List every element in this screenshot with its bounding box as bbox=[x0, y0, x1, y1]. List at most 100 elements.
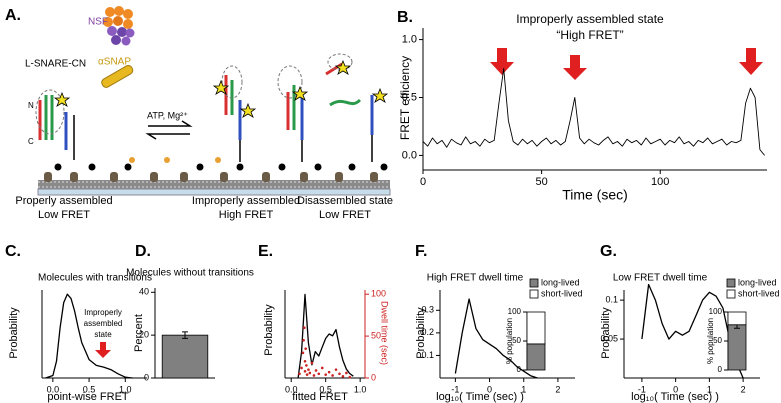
y-axis-label: Probability bbox=[415, 307, 427, 359]
y-tick-label: 50 bbox=[512, 336, 521, 345]
line-series bbox=[454, 298, 538, 379]
legend-label: short-lived bbox=[738, 288, 780, 298]
y-tick-label: 0 bbox=[718, 365, 723, 374]
x-tick-label: 0 bbox=[673, 384, 678, 394]
scatter-point bbox=[312, 374, 316, 377]
x-axis-label: Time (sec) bbox=[562, 187, 628, 203]
y-tick-label: 0.1 bbox=[421, 350, 434, 360]
state-fret: Low FRET bbox=[38, 209, 90, 221]
bar bbox=[526, 343, 546, 371]
error-bar bbox=[182, 331, 188, 339]
asnap-icon bbox=[101, 64, 134, 88]
x-tick-label: 0.5 bbox=[319, 384, 332, 394]
y-tick-label: 40 bbox=[139, 287, 149, 297]
legend-label: long-lived bbox=[738, 277, 777, 287]
chart-subtitle: “High FRET” bbox=[556, 28, 623, 42]
y-axis-label: Percent bbox=[133, 314, 145, 352]
y-tick-label: 100 bbox=[709, 307, 723, 316]
state-name: Improperly assembled bbox=[192, 195, 300, 207]
chart-title: High FRET dwell time bbox=[427, 273, 524, 284]
construct-label: L-SNARE-CN bbox=[25, 59, 86, 70]
y-tick-label: 20 bbox=[139, 330, 149, 340]
y-axis-label: Probability bbox=[8, 307, 20, 359]
scatter-point bbox=[338, 372, 341, 376]
annotation-arrows bbox=[95, 48, 763, 358]
legend-label: long-lived bbox=[541, 277, 580, 287]
y2-tick-label: 0 bbox=[371, 372, 376, 382]
line-series bbox=[45, 293, 133, 379]
legend-swatch bbox=[529, 278, 539, 288]
legend-label: short-lived bbox=[541, 288, 583, 298]
scatter-point bbox=[303, 326, 306, 330]
nsf-icon bbox=[103, 6, 135, 46]
x-tick-label: 1 bbox=[521, 384, 526, 394]
panel-label: A. bbox=[5, 7, 21, 24]
scatter-point bbox=[310, 361, 314, 365]
bar bbox=[161, 334, 209, 379]
scatter-point bbox=[327, 370, 331, 374]
scatter-point bbox=[307, 368, 310, 371]
annotation: state bbox=[94, 330, 112, 339]
c-label: C bbox=[28, 137, 34, 146]
line-series bbox=[641, 283, 744, 379]
y-tick-label: 0.3 bbox=[421, 305, 434, 315]
scatter-point bbox=[320, 366, 324, 370]
state-fret: Low FRET bbox=[319, 209, 371, 221]
panel-label: G. bbox=[600, 243, 617, 260]
chart-title: Molecules with transitions bbox=[38, 273, 152, 284]
x-axis-label: point-wise FRET bbox=[47, 391, 129, 403]
x-tick-label: 0 bbox=[420, 176, 426, 188]
panel-label: F. bbox=[415, 243, 427, 260]
scatter-point bbox=[301, 351, 305, 355]
y-axis-label: Probability bbox=[263, 304, 275, 356]
scatter-point bbox=[303, 359, 307, 363]
bar bbox=[526, 311, 546, 345]
membrane bbox=[37, 157, 391, 196]
scatter-point bbox=[345, 371, 348, 375]
y-tick-label: 0.05 bbox=[600, 333, 618, 343]
y-tick-label: 0.2 bbox=[421, 327, 434, 337]
scatter-point bbox=[348, 375, 352, 379]
cofactor-label: ATP, Mg²⁺ bbox=[147, 110, 188, 120]
y2-tick-label: 50 bbox=[371, 330, 381, 340]
y-tick-label: 0.1 bbox=[605, 294, 618, 304]
scatter-point bbox=[305, 364, 308, 367]
panel-label: B. bbox=[397, 9, 413, 26]
scatter-point bbox=[317, 372, 321, 376]
bar bbox=[727, 311, 747, 326]
panel-label: D. bbox=[135, 243, 151, 260]
x-tick-label: 2 bbox=[555, 384, 560, 394]
y-tick-label: 0 bbox=[517, 365, 522, 374]
y-tick-label: 50 bbox=[713, 336, 722, 345]
state-fret: High FRET bbox=[219, 209, 274, 221]
scatter-point bbox=[324, 373, 327, 376]
state-name: Disassembled state bbox=[297, 195, 393, 207]
legend-swatch bbox=[726, 278, 736, 288]
x-axis-label: fitted FRET bbox=[292, 391, 348, 403]
scatter-point bbox=[341, 375, 345, 378]
scatter-point bbox=[334, 368, 338, 371]
y-axis-label: % population bbox=[505, 318, 514, 364]
reaction-arrows bbox=[145, 120, 193, 140]
chart-title: Improperly assembled state bbox=[516, 12, 664, 26]
scatter-point bbox=[331, 374, 334, 377]
x-axis-label: log₁₀( Time (sec) ) bbox=[631, 391, 719, 403]
x-tick-label: 2 bbox=[741, 384, 746, 394]
n-label: N bbox=[28, 101, 34, 110]
y2-axis-label: Dwell time (sec) bbox=[380, 301, 390, 365]
x-tick-label: 1 bbox=[707, 384, 712, 394]
line-series bbox=[297, 293, 354, 379]
y-tick-label: 0 bbox=[144, 372, 149, 382]
scatter-point bbox=[305, 373, 309, 376]
scatter-point bbox=[314, 369, 318, 372]
x-tick-label: 1.0 bbox=[119, 384, 132, 394]
y-tick-label: 0.5 bbox=[402, 91, 417, 103]
legend-swatch bbox=[726, 289, 736, 299]
y-tick-label: 0.0 bbox=[402, 149, 417, 161]
x-tick-label: 1.0 bbox=[354, 384, 367, 394]
panel-label: C. bbox=[5, 243, 21, 260]
scatter-point bbox=[298, 372, 301, 376]
x-tick-label: 50 bbox=[535, 176, 547, 188]
x-tick-label: 0.0 bbox=[47, 384, 60, 394]
y-tick-label: 1.0 bbox=[402, 33, 417, 45]
